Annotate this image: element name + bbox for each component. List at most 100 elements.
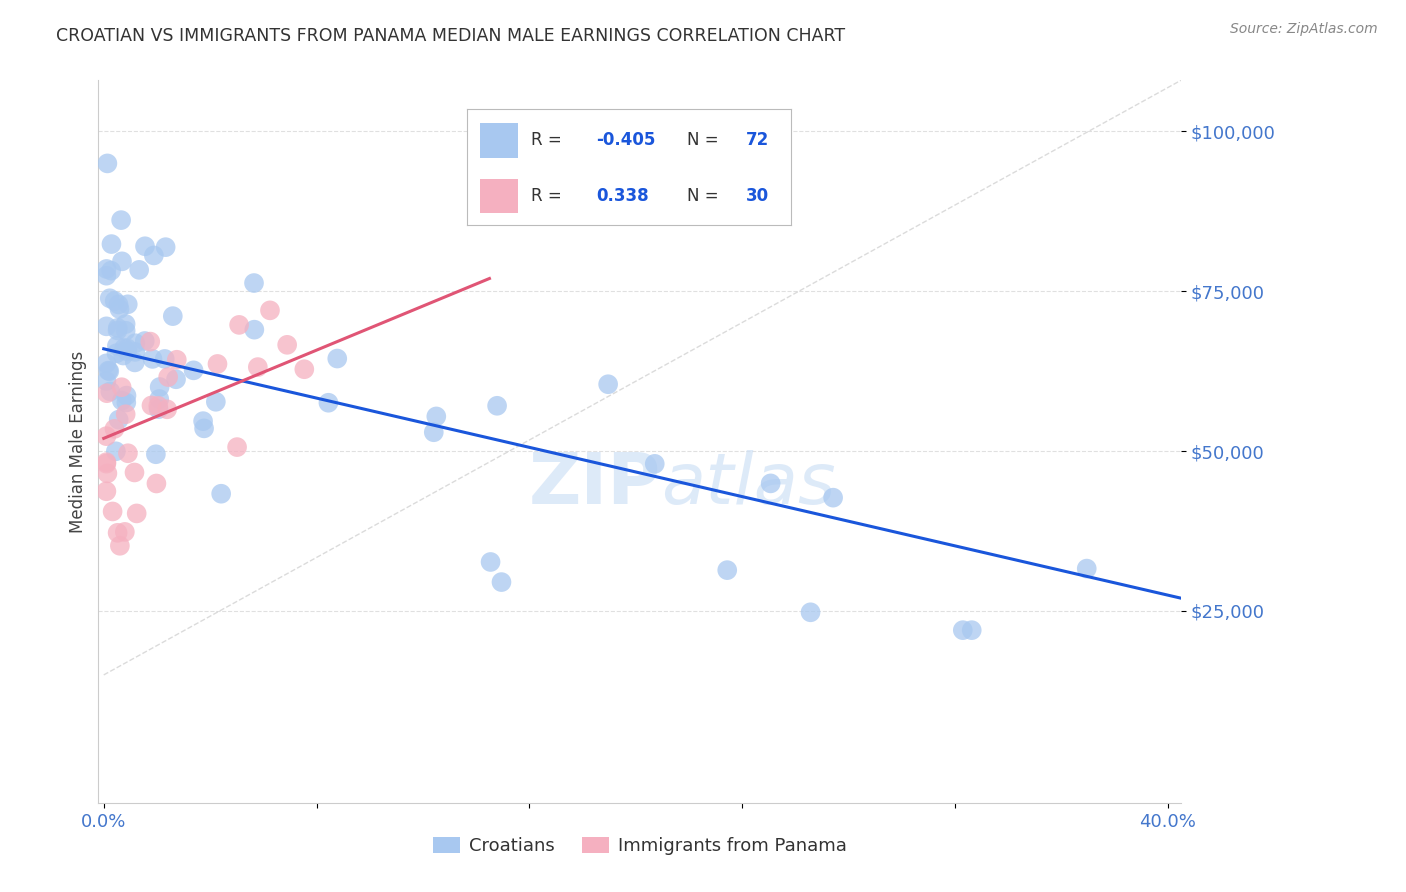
Point: [148, 402, 170, 417]
Point: [101, 504, 124, 518]
Point: [598, 377, 620, 392]
Point: [491, 575, 513, 590]
Y-axis label: Median Male Earnings: Median Male Earnings: [69, 351, 87, 533]
Point: [153, 351, 176, 366]
Point: [96, 356, 118, 370]
Point: [96, 457, 118, 471]
Point: [117, 342, 139, 356]
Point: [149, 380, 172, 394]
Point: [112, 349, 135, 363]
Point: [96, 156, 118, 170]
Point: [318, 395, 340, 409]
Point: [100, 237, 122, 252]
Point: [96, 268, 118, 283]
Point: [125, 507, 148, 521]
Point: [243, 323, 266, 337]
Point: [209, 486, 232, 500]
Point: [114, 317, 136, 331]
Point: [162, 309, 184, 323]
Point: [156, 402, 179, 417]
Point: [157, 370, 180, 384]
Point: [142, 248, 165, 262]
Point: [107, 297, 129, 311]
Point: [117, 446, 139, 460]
Point: [259, 303, 281, 318]
Point: [107, 321, 129, 335]
Point: [114, 407, 136, 421]
Point: [110, 213, 132, 227]
Point: [165, 372, 187, 386]
Point: [124, 336, 146, 351]
Point: [104, 444, 127, 458]
Point: [479, 555, 502, 569]
Point: [823, 491, 845, 505]
Point: [799, 605, 821, 619]
Legend: Croatians, Immigrants from Panama: Croatians, Immigrants from Panama: [426, 830, 853, 863]
Point: [124, 344, 146, 359]
Point: [111, 380, 134, 394]
Point: [141, 351, 163, 366]
Point: [114, 324, 136, 338]
Point: [145, 476, 167, 491]
Point: [193, 421, 215, 435]
Point: [103, 422, 125, 436]
Point: [276, 338, 298, 352]
Point: [105, 346, 128, 360]
Point: [107, 323, 129, 337]
Point: [128, 263, 150, 277]
Point: [115, 344, 138, 359]
Point: [145, 447, 167, 461]
Point: [98, 291, 121, 305]
Point: [292, 362, 315, 376]
Point: [96, 467, 118, 481]
Point: [246, 360, 269, 375]
Point: [148, 399, 170, 413]
Point: [115, 395, 138, 409]
Point: [166, 352, 188, 367]
Point: [423, 425, 446, 440]
Point: [134, 239, 156, 253]
Point: [191, 414, 214, 428]
Point: [107, 525, 129, 540]
Point: [141, 399, 163, 413]
Point: [134, 334, 156, 348]
Point: [207, 357, 229, 371]
Point: [124, 466, 146, 480]
Text: CROATIAN VS IMMIGRANTS FROM PANAMA MEDIAN MALE EARNINGS CORRELATION CHART: CROATIAN VS IMMIGRANTS FROM PANAMA MEDIA…: [56, 27, 845, 45]
Point: [96, 374, 118, 388]
Point: [112, 341, 135, 355]
Point: [114, 524, 136, 539]
Point: [96, 262, 118, 277]
Point: [117, 297, 139, 311]
Point: [759, 476, 782, 491]
Point: [960, 623, 983, 637]
Point: [96, 484, 118, 499]
Text: atlas: atlas: [661, 450, 837, 519]
Point: [100, 263, 122, 277]
Text: Source: ZipAtlas.com: Source: ZipAtlas.com: [1230, 22, 1378, 37]
Point: [98, 384, 121, 399]
Point: [183, 363, 205, 377]
Point: [155, 240, 177, 254]
Point: [97, 363, 120, 377]
Text: ZIP: ZIP: [529, 450, 661, 519]
Point: [226, 440, 249, 454]
Point: [205, 394, 228, 409]
Point: [716, 563, 738, 577]
Point: [111, 254, 134, 268]
Point: [96, 455, 118, 469]
Point: [105, 339, 128, 353]
Point: [98, 364, 121, 378]
Point: [1076, 561, 1098, 575]
Point: [96, 386, 118, 401]
Point: [139, 334, 162, 349]
Point: [228, 318, 250, 332]
Point: [108, 301, 131, 316]
Point: [96, 319, 118, 334]
Point: [108, 539, 131, 553]
Point: [104, 293, 127, 308]
Point: [952, 623, 974, 637]
Point: [111, 393, 134, 408]
Point: [243, 276, 266, 290]
Point: [425, 409, 447, 424]
